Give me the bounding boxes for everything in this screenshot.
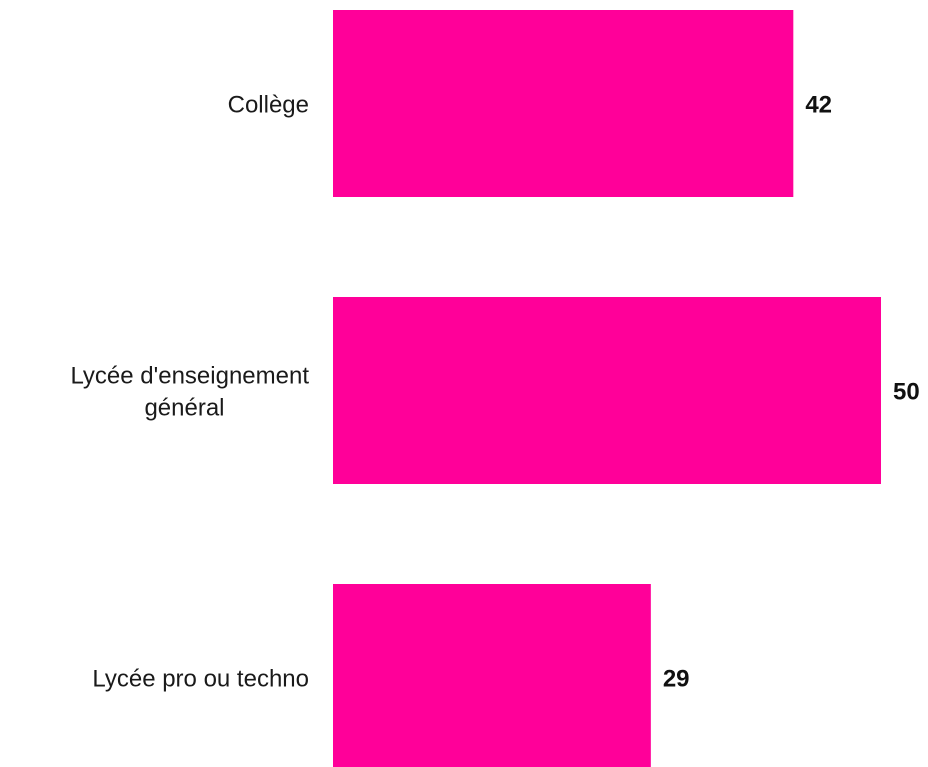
bar-1 (333, 297, 881, 484)
category-label-line: général (144, 395, 224, 422)
value-label-2: 29 (663, 666, 690, 693)
value-label-0: 42 (805, 92, 832, 119)
bar-0 (333, 10, 794, 197)
category-label-1: Lycée d'enseignement général (70, 363, 309, 422)
category-label-line: Collège (228, 92, 309, 119)
category-label-2: Lycée pro ou techno (92, 666, 309, 693)
value-label-1: 50 (893, 379, 920, 406)
category-label-line: Lycée d'enseignement (70, 363, 309, 390)
category-label-0: Collège (228, 92, 309, 119)
category-label-line: Lycée pro ou techno (92, 666, 309, 693)
bar-2 (333, 584, 651, 767)
